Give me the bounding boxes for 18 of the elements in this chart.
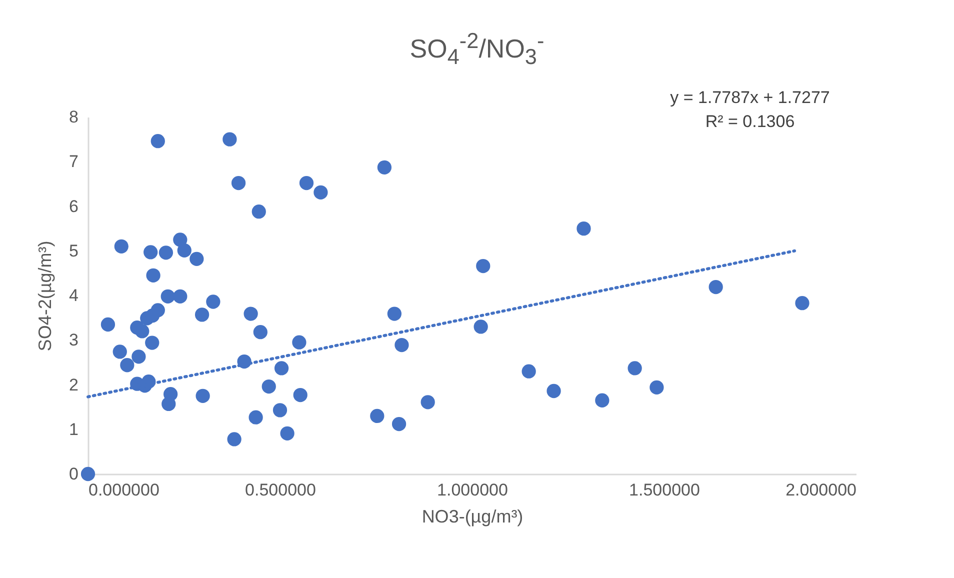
y-tick-label: 7	[69, 152, 78, 172]
y-tick-label: 8	[69, 108, 78, 126]
y-axis-title: SO4-2(µg/m³)	[35, 240, 56, 352]
y-tick-label: 5	[69, 241, 78, 260]
text: y = 1.7787x + 1.7277	[669, 87, 831, 109]
x-tick-label: 2.000000	[786, 480, 856, 500]
y-tick-label: 6	[69, 196, 78, 216]
y-tick-label: 0	[69, 464, 78, 484]
y-tick-label: 4	[69, 286, 78, 305]
y-tick-label: 3	[69, 330, 78, 350]
y-tick-label: 1	[69, 420, 78, 439]
x-axis-title: NO3-(µg/m³)	[422, 506, 524, 526]
x-tick-label: 0.500000	[245, 480, 316, 500]
x-tick-label: 0.000000	[88, 480, 160, 500]
y-tick-label: 2	[69, 375, 78, 394]
x-tick-label: 1.500000	[629, 480, 700, 500]
x-tick-label: 1.000000	[437, 480, 508, 500]
annotation: R² = 0.1306	[704, 111, 796, 133]
